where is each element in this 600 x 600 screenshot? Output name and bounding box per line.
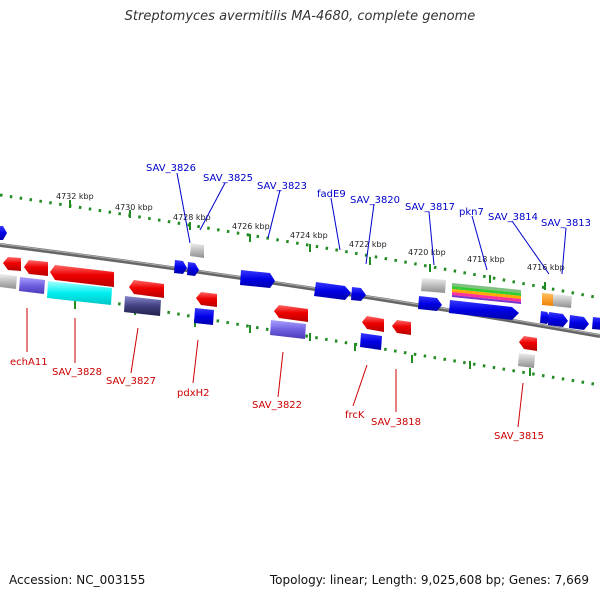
tick-label: 4728 kbp <box>173 213 211 222</box>
gene-label-sav-3825[interactable]: SAV_3825 <box>203 173 253 184</box>
forward-leaders <box>176 172 567 275</box>
gene-feature[interactable] <box>449 300 519 320</box>
gene-feature[interactable] <box>452 283 521 293</box>
tick-label: 4722 kbp <box>349 240 387 249</box>
gene-feature[interactable] <box>519 336 537 351</box>
gene-feature[interactable] <box>274 305 308 322</box>
outer-ruler <box>0 193 600 300</box>
accession-text: Accession: NC_003155 <box>9 573 146 587</box>
outer-ruler-major-ticks <box>69 200 546 290</box>
gene-label-sav-3815[interactable]: SAV_3815 <box>494 431 544 442</box>
gene-label-fade9[interactable]: fadE9 <box>317 189 346 200</box>
tick-label: 4726 kbp <box>232 222 270 231</box>
reverse-genes <box>0 257 537 368</box>
gene-feature[interactable] <box>540 311 551 324</box>
gene-label-frck[interactable]: frcK <box>345 410 365 421</box>
gene-label-echa11[interactable]: echA11 <box>10 357 48 368</box>
reverse-leaders <box>26 308 524 428</box>
gene-feature[interactable] <box>548 312 568 327</box>
gene-label-sav-3820[interactable]: SAV_3820 <box>350 195 400 206</box>
tick-label: 4720 kbp <box>408 248 446 257</box>
gene-feature[interactable] <box>19 277 45 294</box>
gene-feature[interactable] <box>187 262 199 276</box>
gene-feature[interactable] <box>553 294 572 308</box>
gene-feature[interactable] <box>196 292 217 307</box>
gene-feature[interactable] <box>194 308 214 325</box>
gene-feature[interactable] <box>47 281 112 305</box>
gene-feature[interactable] <box>24 260 48 276</box>
gene-label-sav-3813[interactable]: SAV_3813 <box>541 218 591 229</box>
gene-label-sav-3817[interactable]: SAV_3817 <box>405 202 455 213</box>
genome-backbone <box>0 243 600 338</box>
gene-feature[interactable] <box>190 243 204 258</box>
gene-feature[interactable] <box>360 333 382 350</box>
gene-label-sav-3814[interactable]: SAV_3814 <box>488 212 538 223</box>
tick-label: 4732 kbp <box>56 192 94 201</box>
map-title: Streptomyces avermitilis MA-4680, comple… <box>124 9 476 24</box>
gene-feature[interactable] <box>542 293 553 306</box>
gene-label-sav-3826[interactable]: SAV_3826 <box>146 163 196 174</box>
tick-label: 4724 kbp <box>290 231 328 240</box>
genome-summary-text: Topology: linear; Length: 9,025,608 bp; … <box>269 573 589 587</box>
gene-feature[interactable] <box>174 260 187 274</box>
gene-feature[interactable] <box>592 317 600 330</box>
gene-feature[interactable] <box>518 353 535 368</box>
gene-feature[interactable] <box>270 320 306 339</box>
gene-feature[interactable] <box>421 278 446 293</box>
gene-feature[interactable] <box>0 226 7 240</box>
gene-feature[interactable] <box>418 296 442 311</box>
gene-feature[interactable] <box>129 280 164 298</box>
gene-feature[interactable] <box>362 316 384 332</box>
gene-feature[interactable] <box>569 315 589 330</box>
gene-feature[interactable] <box>0 274 17 289</box>
gene-feature[interactable] <box>3 257 21 271</box>
tick-label: 4730 kbp <box>115 203 153 212</box>
gene-feature[interactable] <box>314 282 351 300</box>
gene-label-sav-3818[interactable]: SAV_3818 <box>371 417 421 428</box>
gene-feature[interactable] <box>392 320 411 335</box>
gene-feature[interactable] <box>240 270 275 288</box>
gene-label-sav-3827[interactable]: SAV_3827 <box>106 376 156 387</box>
gene-feature[interactable] <box>50 265 114 287</box>
gene-label-sav-3823[interactable]: SAV_3823 <box>257 181 307 192</box>
gene-label-sav-3828[interactable]: SAV_3828 <box>52 367 102 378</box>
forward-genes <box>0 226 600 330</box>
tick-label: 4716 kbp <box>527 263 565 272</box>
gene-label-pdxh2[interactable]: pdxH2 <box>177 388 210 399</box>
inner-ruler-major-ticks <box>74 301 531 376</box>
gene-label-sav-3822[interactable]: SAV_3822 <box>252 400 302 411</box>
gene-feature[interactable] <box>351 287 366 301</box>
gene-label-pkn7[interactable]: pkn7 <box>459 207 484 218</box>
tick-label: 4718 kbp <box>467 255 505 264</box>
gene-feature[interactable] <box>124 296 161 316</box>
